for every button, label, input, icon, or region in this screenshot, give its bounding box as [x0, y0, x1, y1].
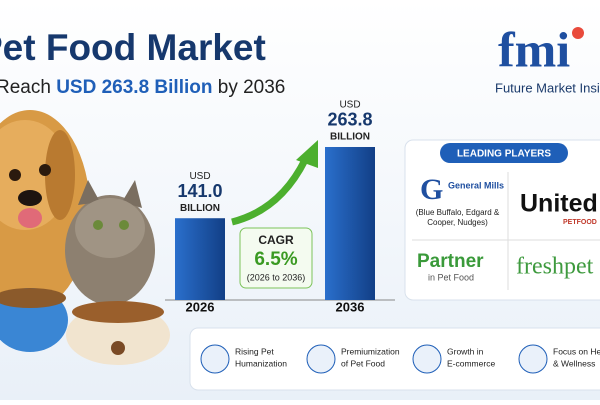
players-panel: [404, 139, 600, 301]
player-name: Partner: [417, 251, 484, 272]
driver-icon: [518, 344, 548, 374]
value-unit: BILLION: [180, 203, 220, 214]
title: Pet Food Market: [0, 27, 266, 68]
player-sub: PETFOOD: [563, 219, 597, 226]
bar: [175, 218, 225, 300]
logo-mark: fmi: [498, 21, 570, 77]
category-label: 2026: [186, 299, 215, 314]
cagr-period: (2026 to 2036): [247, 272, 306, 282]
driver-text: Humanization: [235, 358, 287, 368]
driver-text: Growth in: [447, 346, 484, 356]
category-label: 2036: [336, 299, 365, 314]
general-mills-g: G: [420, 173, 443, 206]
driver-text: E-commerce: [447, 358, 495, 368]
value-unit: BILLION: [330, 132, 370, 143]
driver-icon: [200, 344, 230, 374]
driver-text: Rising Pet: [235, 346, 274, 356]
driver-text: Focus on He: [553, 346, 600, 356]
cagr-label: CAGR: [258, 233, 294, 247]
driver-icon: [306, 344, 336, 374]
value-unit: USD: [189, 171, 210, 182]
logo-dot: [572, 27, 584, 39]
player-name: General Mills: [448, 180, 504, 190]
driver-text: of Pet Food: [341, 358, 385, 368]
player-sub: in Pet Food: [428, 272, 474, 282]
cagr-value: 6.5%: [254, 249, 297, 270]
driver-icon: [412, 344, 442, 374]
growth-arrow: [231, 158, 309, 226]
player-note: (Blue Buffalo, Edgard & Cooper, Nudges): [415, 208, 500, 227]
cagr-box: [239, 227, 313, 289]
players-heading-pill: [440, 143, 568, 163]
value-unit: USD: [339, 100, 360, 111]
value-label: 141.0: [177, 181, 222, 201]
player-name: freshpet: [516, 254, 594, 280]
logo-text: Future Market Insi: [495, 80, 600, 95]
pets-illustration: [0, 110, 170, 365]
driver-text: Premiumization: [341, 346, 400, 356]
players-heading: LEADING PLAYERS: [457, 149, 551, 160]
bar: [325, 146, 375, 300]
player-name: United: [520, 190, 598, 218]
value-label: 263.8: [327, 110, 372, 130]
player-note-box: (Blue Buffalo, Edgard & Cooper, Nudges): [415, 208, 500, 227]
drivers-panel: [189, 327, 600, 391]
growth-arrowhead: [296, 140, 318, 168]
driver-text: & Wellness: [553, 358, 595, 368]
subtitle: Reach USD 263.8 Billion by 2036: [0, 77, 285, 98]
drivers: Rising Pet Humanization Premiumization of P…: [200, 344, 600, 374]
